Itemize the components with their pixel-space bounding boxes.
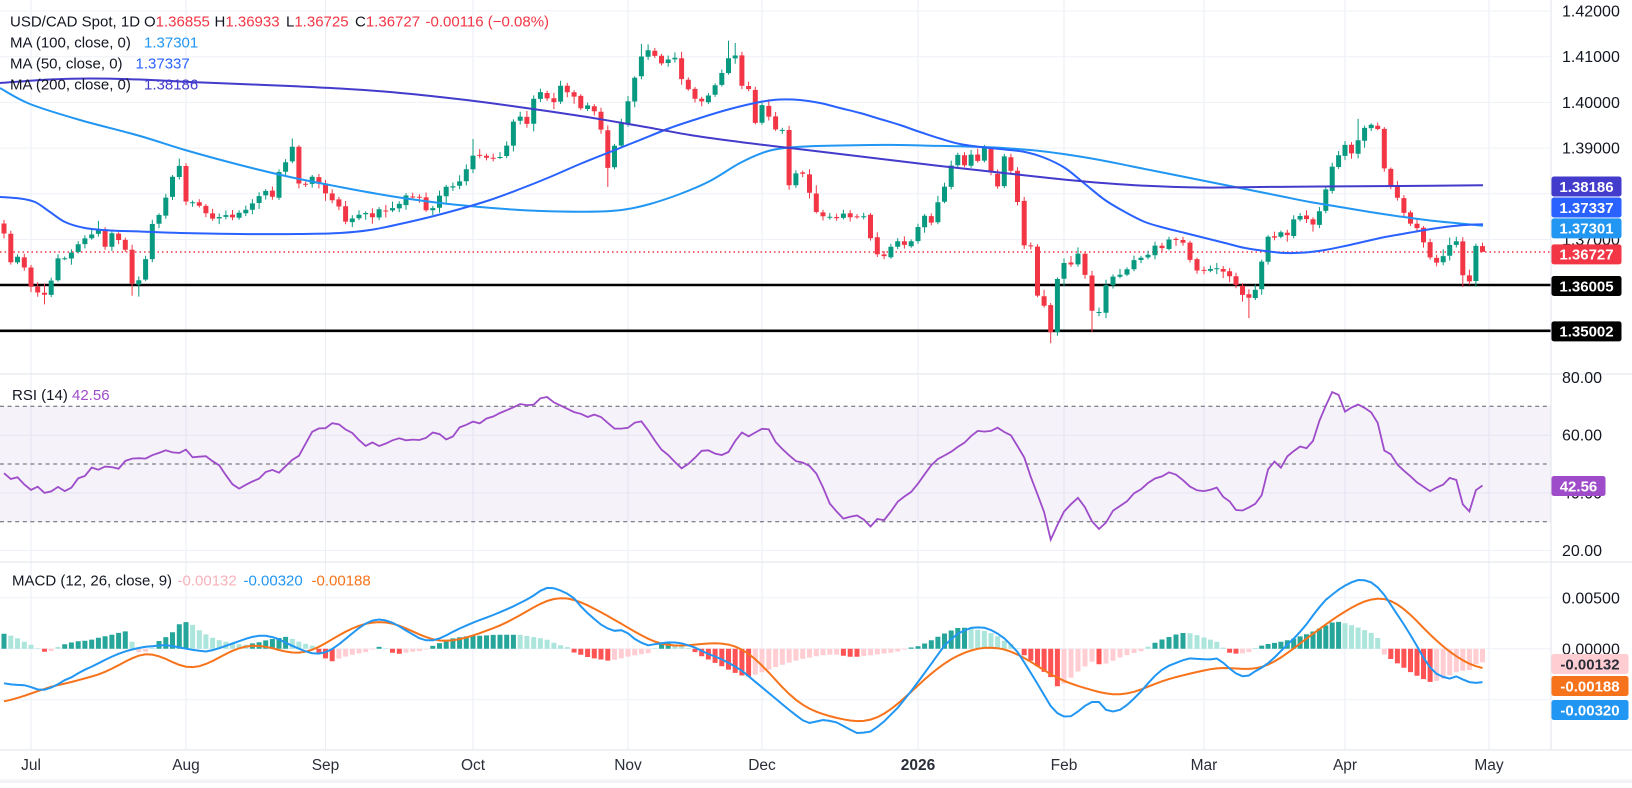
svg-text:60.00: 60.00 bbox=[1562, 428, 1602, 445]
svg-text:Jul: Jul bbox=[21, 757, 41, 774]
svg-text:1.38186: 1.38186 bbox=[1559, 179, 1613, 196]
svg-text:42.56: 42.56 bbox=[1560, 478, 1598, 495]
svg-text:RSI (14)42.56: RSI (14) 42.56 bbox=[12, 387, 110, 404]
svg-text:1.39000: 1.39000 bbox=[1562, 141, 1620, 158]
svg-text:1.37337: 1.37337 bbox=[1559, 200, 1613, 217]
svg-text:-0.00132: -0.00132 bbox=[1560, 656, 1619, 673]
svg-text:1.41000: 1.41000 bbox=[1562, 49, 1620, 66]
svg-text:0.00500: 0.00500 bbox=[1562, 590, 1620, 607]
svg-text:MA (100, close, 0)1.37301: MA (100, close, 0) 1.37301 bbox=[10, 35, 198, 52]
svg-text:1.42000: 1.42000 bbox=[1562, 4, 1620, 21]
svg-text:1.40000: 1.40000 bbox=[1562, 95, 1620, 112]
svg-text:1.37301: 1.37301 bbox=[1559, 221, 1613, 238]
svg-text:Apr: Apr bbox=[1333, 757, 1357, 774]
svg-text:MA (50, close, 0)1.37337: MA (50, close, 0) 1.37337 bbox=[10, 56, 190, 73]
svg-text:20.00: 20.00 bbox=[1562, 543, 1602, 560]
svg-text:Dec: Dec bbox=[748, 757, 776, 774]
svg-text:2026: 2026 bbox=[901, 757, 936, 774]
svg-text:1.36005: 1.36005 bbox=[1559, 278, 1613, 295]
svg-text:80.00: 80.00 bbox=[1562, 370, 1602, 387]
svg-text:MACD (12, 26, close, 9)-0.0013: MACD (12, 26, close, 9) -0.00132 -0.00320-… bbox=[12, 573, 371, 590]
svg-text:1.36727: 1.36727 bbox=[1559, 247, 1613, 264]
svg-text:Nov: Nov bbox=[614, 757, 642, 774]
svg-text:-0.00188: -0.00188 bbox=[1560, 678, 1619, 695]
svg-text:May: May bbox=[1474, 757, 1504, 774]
svg-text:Feb: Feb bbox=[1051, 757, 1078, 774]
svg-text:1.35002: 1.35002 bbox=[1559, 324, 1613, 341]
svg-text:-0.00320: -0.00320 bbox=[1560, 702, 1619, 719]
svg-text:Aug: Aug bbox=[172, 757, 200, 774]
svg-text:Oct: Oct bbox=[461, 757, 486, 774]
svg-text:Sep: Sep bbox=[312, 757, 340, 774]
svg-text:Mar: Mar bbox=[1191, 757, 1218, 774]
svg-text:MA (200, close, 0)1.38186: MA (200, close, 0) 1.38186 bbox=[10, 77, 198, 94]
